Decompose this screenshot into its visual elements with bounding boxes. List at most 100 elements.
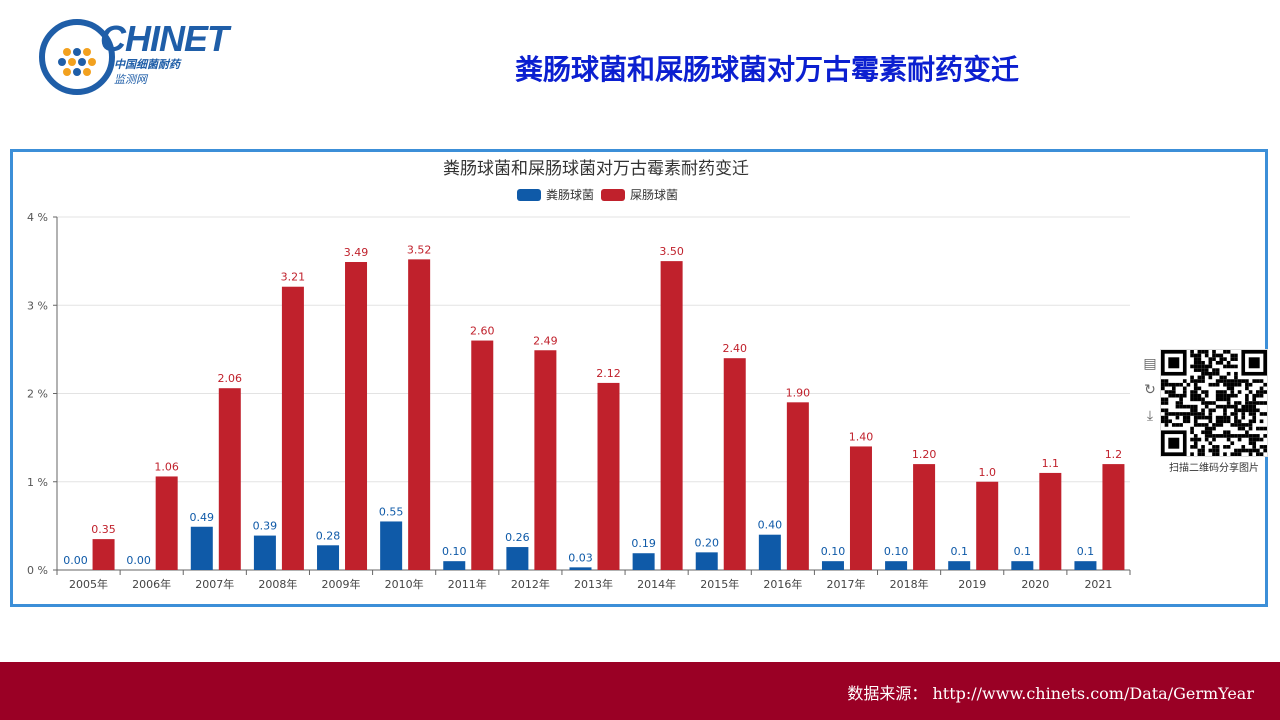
bar-2-2015年 xyxy=(723,358,746,570)
data-label-2: 1.1 xyxy=(1042,457,1060,470)
qr-module xyxy=(1171,386,1176,391)
qr-module xyxy=(1197,437,1202,442)
bar-2-2010年 xyxy=(408,259,431,570)
qr-module xyxy=(1263,382,1267,387)
qr-module xyxy=(1161,401,1165,405)
bar-1-2009年 xyxy=(317,545,340,570)
qr-module xyxy=(1245,401,1249,405)
qr-module xyxy=(1219,419,1224,424)
qr-module xyxy=(1190,445,1194,449)
bar-1-2014年 xyxy=(632,553,655,570)
qr-module xyxy=(1193,382,1198,387)
qr-module xyxy=(1252,434,1257,438)
qr-module xyxy=(1259,386,1264,391)
qr-module xyxy=(1197,423,1202,427)
bar-2-2013年 xyxy=(597,382,620,570)
bar-2-2016年 xyxy=(786,402,809,570)
qr-module xyxy=(1201,375,1205,380)
bar-2-2011年 xyxy=(471,340,494,570)
data-label-2: 2.12 xyxy=(596,367,621,380)
qr-module xyxy=(1230,434,1235,438)
data-source-text: 数据来源： http://www.chinets.com/Data/GermYe… xyxy=(847,684,1254,703)
data-view-icon[interactable]: ▤ xyxy=(1143,356,1157,372)
qr-module xyxy=(1245,430,1249,435)
qr-module xyxy=(1208,434,1213,438)
download-icon[interactable]: ⤓ xyxy=(1146,408,1154,424)
qr-module xyxy=(1175,423,1180,427)
qr-module xyxy=(1230,423,1235,427)
qr-module xyxy=(1234,357,1238,361)
qr-module xyxy=(1164,397,1169,402)
qr-module xyxy=(1248,419,1253,424)
qr-module xyxy=(1193,353,1198,358)
qr-module xyxy=(1230,364,1235,369)
logo-emblem-icon xyxy=(39,19,115,95)
qr-module xyxy=(1256,448,1260,453)
qr-module xyxy=(1226,415,1231,420)
data-label-2: 1.40 xyxy=(849,430,874,443)
qr-module xyxy=(1226,430,1231,435)
qr-module xyxy=(1201,423,1205,427)
chart-title: 粪肠球菌和屎肠球菌对万古霉素耐药变迁 xyxy=(443,159,749,179)
bar-1-2010年 xyxy=(380,521,403,570)
qr-module xyxy=(1234,434,1238,438)
qr-module xyxy=(1208,408,1213,413)
qr-module xyxy=(1226,437,1231,442)
data-label-2: 2.40 xyxy=(722,342,747,355)
qr-module xyxy=(1179,404,1183,409)
qr-module xyxy=(1259,401,1264,405)
qr-module xyxy=(1226,419,1231,424)
y-tick-label: 2 % xyxy=(27,388,48,401)
qr-module xyxy=(1223,397,1227,402)
data-label-1: 0.03 xyxy=(568,551,593,564)
qr-module xyxy=(1201,408,1205,413)
logo-subtitle: 中国细菌耐药 xyxy=(114,58,180,71)
bar-2-2006年 xyxy=(155,476,178,570)
qr-module xyxy=(1237,448,1242,453)
qr-module xyxy=(1182,386,1187,391)
qr-module xyxy=(1219,390,1224,394)
qr-module xyxy=(1219,423,1224,427)
qr-module xyxy=(1179,397,1183,402)
qr-module xyxy=(1175,415,1180,420)
data-label-2: 1.06 xyxy=(154,460,179,473)
data-label-1: 0.55 xyxy=(379,505,404,518)
qr-module xyxy=(1230,353,1235,358)
qr-module xyxy=(1215,360,1220,365)
qr-module xyxy=(1248,423,1253,427)
qr-module xyxy=(1241,408,1246,413)
qr-module xyxy=(1161,386,1165,391)
qr-module xyxy=(1179,423,1183,427)
qr-module xyxy=(1193,434,1198,438)
qr-module xyxy=(1259,379,1264,383)
qr-module xyxy=(1212,371,1216,376)
qr-module xyxy=(1168,390,1172,394)
legend-label-2: 屎肠球菌 xyxy=(630,188,678,202)
qr-module xyxy=(1164,382,1169,387)
qr-module xyxy=(1204,415,1209,420)
qr-module xyxy=(1190,430,1194,435)
qr-module xyxy=(1193,393,1198,398)
qr-module xyxy=(1204,401,1209,405)
qr-module xyxy=(1193,412,1198,416)
qr-module xyxy=(1245,379,1249,383)
qr-module xyxy=(1182,412,1187,416)
qr-module xyxy=(1241,423,1246,427)
logo-subtitle-2: 监测网 xyxy=(114,73,147,86)
x-tick-label: 2010年 xyxy=(385,577,424,591)
qr-module xyxy=(1212,357,1216,361)
restore-icon[interactable]: ↻ xyxy=(1144,382,1156,398)
qr-module xyxy=(1193,357,1198,361)
bar-1-2018年 xyxy=(885,561,908,570)
qr-module xyxy=(1215,390,1220,394)
data-label-1: 0.19 xyxy=(631,537,656,550)
qr-module xyxy=(1164,419,1169,424)
x-tick-label: 2017年 xyxy=(826,577,865,591)
qr-module xyxy=(1161,419,1165,424)
qr-module xyxy=(1237,379,1242,383)
qr-module xyxy=(1215,448,1220,453)
bar-1-2020 xyxy=(1011,561,1034,570)
qr-module xyxy=(1204,350,1209,354)
qr-module xyxy=(1161,382,1165,387)
data-label-2: 3.50 xyxy=(659,245,684,258)
